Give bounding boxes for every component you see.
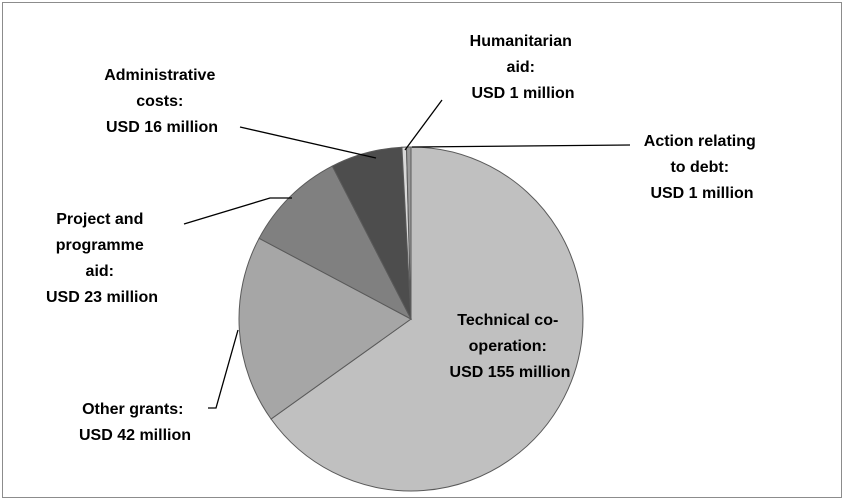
label-technical-cooperation: Technical co- operation: USD 155 million xyxy=(450,312,571,381)
pie-slice-other-grants xyxy=(238,237,412,420)
label-project-programme-aid: Project and programme aid: USD 23 millio… xyxy=(46,211,158,306)
pie-slice-technical-co-operation xyxy=(270,146,584,492)
pie-slices xyxy=(238,146,584,492)
leader-line-other-grants xyxy=(208,329,239,409)
label-other-grants: Other grants: USD 42 million xyxy=(79,401,191,444)
label-humanitarian-aid: Humanitarian aid: USD 1 million xyxy=(470,33,577,102)
leader-line-action-debt xyxy=(411,144,631,148)
leader-line-humanitarian xyxy=(404,99,443,151)
label-action-relating-to-debt: Action relating to debt: USD 1 million xyxy=(644,133,760,202)
pie-slice-project-and-programme-aid xyxy=(258,165,413,321)
leader-line-administrative xyxy=(239,126,377,159)
leader-line-project-aid xyxy=(183,197,292,225)
label-administrative-costs: Administrative costs: USD 16 million xyxy=(104,67,220,136)
